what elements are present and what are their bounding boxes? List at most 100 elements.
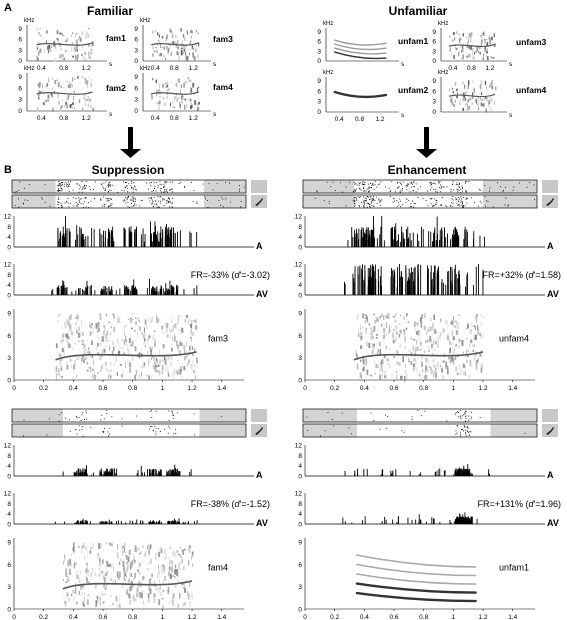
time-tick-label: 0.8 [419,614,428,620]
y-tick-label: 6 [18,85,22,92]
y-tick-label: 0 [134,108,138,115]
time-tick-label: 0 [12,614,16,620]
time-tick-label: 1 [452,385,456,392]
hist-tick-label: 0 [298,474,302,481]
y-tick-label: 0 [317,58,321,65]
bird-icon [546,427,554,435]
spectrogram-unfam1: 9 6 3 00 0.2 0.4 0.6 0.8 1 1.2 1.4 unfam1 [298,538,535,620]
y-tick-label: 9 [134,74,138,81]
time-tick-label: 1.2 [479,614,488,620]
audiovisual-box [251,424,267,437]
audiovisual-box [542,195,558,208]
hist-tick-label: 4 [298,282,302,289]
x-unit-label: s [213,111,217,118]
time-tick-label: 0.8 [419,385,428,392]
y-unit-label: kHz [323,21,333,27]
spectrogram [333,90,388,99]
raster-av [11,423,267,438]
y-tick-label: 0 [432,109,436,116]
time-tick-label: 0.4 [69,385,78,392]
spectrogram-texture [353,313,485,382]
histogram-av: 12 8 4 0 AV [4,491,268,529]
down-arrow-left [120,127,141,158]
x-tick-label: 0.8 [467,65,476,72]
spec-tick-label: 0 [298,607,302,614]
hist-tick-label: 0 [298,293,302,300]
hist-tick-label: 4 [298,463,302,470]
panel-b-letter: B [4,164,12,176]
y-tick-label: 9 [18,26,22,33]
condition-av-label: AV [256,518,268,528]
x-tick-label: 0.4 [335,116,344,123]
hist-tick-label: 0 [298,522,302,529]
y-tick-label: 9 [317,78,321,85]
x-tick-label: 0.4 [151,65,160,72]
raster-a [302,408,558,423]
y-tick-label: 9 [134,26,138,33]
time-tick-label: 0 [303,385,307,392]
song-label: unfam4 [499,334,529,344]
spec-tick-label: 6 [298,562,302,569]
raster-av [11,194,267,209]
x-unit-label: s [509,112,513,119]
x-unit-label: s [401,61,405,68]
time-tick-label: 1.4 [508,614,517,620]
hist-tick-label: 12 [295,214,303,221]
hist-tick-label: 8 [298,272,302,279]
condition-a-label: A [547,470,554,480]
condition-av-label: AV [547,518,559,528]
x-tick-label: 0.8 [59,115,68,122]
x-tick-label: 1.2 [189,65,198,72]
audio-only-box [251,180,267,193]
hist-tick-label: 4 [7,234,11,241]
y-tick-label: 3 [18,97,22,104]
y-tick-label: 3 [134,97,138,104]
hist-tick-label: 12 [4,443,12,450]
time-tick-label: 1 [161,385,165,392]
spec-tick-label: 3 [7,584,11,591]
spec-tick-label: 6 [7,562,11,569]
y-tick-label: 6 [432,88,436,95]
panel-a-letter: A [4,2,12,14]
hist-tick-label: 8 [7,453,11,460]
y-tick-label: 0 [134,58,138,65]
time-tick-label: 0.8 [128,385,137,392]
song-label: fam4 [208,563,228,573]
spec-tick-label: 3 [7,355,11,362]
fr-label: FR=+131% (d'=1.96) [477,499,561,509]
spectrogram [448,31,496,62]
x-tick-label: 0.4 [37,65,46,72]
spectrogram-fam3: 9 6 3 00 0.2 0.4 0.6 0.8 1 1.2 1.4 fam3 [7,309,244,392]
raster-av [302,194,558,209]
y-tick-label: 9 [317,29,321,36]
song-label: unfam2 [398,85,429,95]
hist-tick-label: 4 [7,463,11,470]
song-label: fam4 [213,82,233,92]
song-label: unfam1 [398,36,429,46]
fr-label: FR=+32% (d'=1.58) [482,270,561,280]
hist-tick-label: 12 [295,443,303,450]
bird-icon [546,198,554,206]
x-tick-label: 0.8 [170,115,179,122]
x-unit-label: s [109,111,113,118]
song-label: unfam4 [516,85,547,95]
y-tick-label: 6 [18,37,22,44]
time-tick-label: 1.2 [188,614,197,620]
time-tick-label: 0.2 [330,385,339,392]
x-tick-label: 0.4 [37,115,46,122]
time-tick-label: 0.6 [99,614,108,620]
hist-tick-label: 8 [7,224,11,231]
song-label: fam2 [106,83,126,93]
hist-tick-label: 8 [298,453,302,460]
x-tick-label: 0.8 [59,65,68,72]
y-unit-label: kHz [24,18,34,24]
hist-tick-label: 0 [7,245,11,252]
time-tick-label: 0 [12,385,16,392]
